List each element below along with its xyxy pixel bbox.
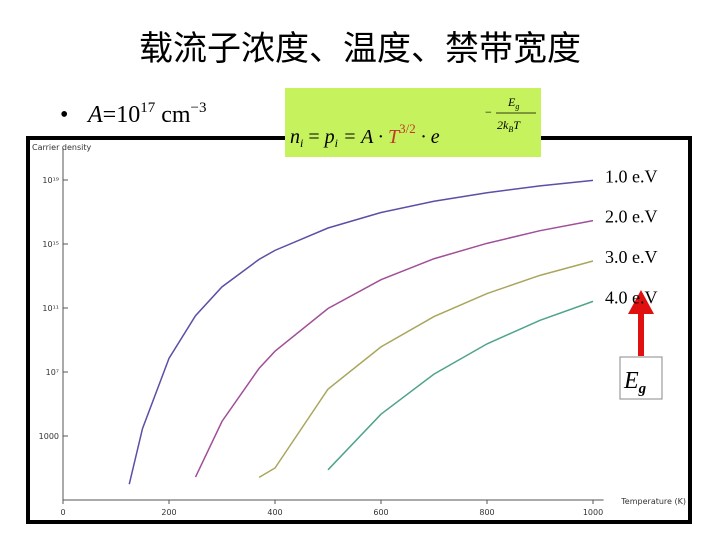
formula: ni = pi = A · T3/2 · e − Eg 2kBT: [285, 88, 541, 157]
eg-arrowhead: [628, 290, 654, 314]
f-den-T: T: [513, 118, 521, 132]
f-eq: = A ·: [338, 126, 388, 148]
f-num-e: E: [507, 95, 516, 109]
f-T-exp: 3/2: [399, 121, 416, 136]
f-n-sub: i: [300, 136, 303, 150]
eg-indicator: Eg: [619, 290, 663, 400]
y-tick-label: 10¹⁵: [42, 240, 59, 249]
f-p-sub: i: [335, 136, 338, 150]
formula-box: [285, 88, 541, 157]
x-tick-label: 400: [267, 508, 282, 517]
series-line: [194, 219, 594, 478]
f-den-2k: 2k: [497, 118, 509, 132]
f-T: T: [388, 126, 401, 148]
y-tick-label: 10⁷: [46, 368, 59, 377]
bullet: • A=1017 cm−3: [60, 100, 207, 128]
eg-symbol: E: [623, 368, 639, 394]
f-num-sub: g: [515, 102, 519, 111]
y-tick-label: 10¹¹: [42, 304, 59, 313]
f-den-sub: B: [508, 125, 513, 134]
y-axis-label: Carrier density: [32, 143, 92, 152]
slide-title: 载流子浓度、温度、禁带宽度: [139, 30, 581, 68]
x-tick-label: 600: [373, 508, 388, 517]
eg-label: Eg: [623, 368, 647, 397]
f-num: Eg: [507, 95, 519, 111]
f-eq: =: [303, 126, 324, 148]
y-tick-label: 1000: [39, 432, 59, 441]
f-n: n: [290, 126, 300, 148]
bullet-dot: •: [60, 102, 68, 128]
bullet-text: A=1017 cm−3: [86, 100, 207, 128]
formula-main: ni = pi = A · T3/2 · e: [290, 121, 440, 150]
f-minus: −: [485, 105, 492, 119]
x-tick-label: 0: [60, 508, 65, 517]
series-line: [258, 260, 594, 479]
legend-label: 2.0 e.V: [605, 207, 658, 227]
legend-label: 4.0 e.V: [605, 287, 658, 307]
bullet-symbol: A: [86, 102, 103, 128]
eg-subscript: g: [638, 381, 647, 397]
plot-frame: [26, 136, 692, 524]
bullet-equals: =10: [103, 102, 141, 128]
f-e: · e: [416, 126, 440, 148]
x-tick-label: 1000: [583, 508, 603, 517]
f-den: 2kBT: [497, 118, 521, 134]
x-tick-label: 800: [479, 508, 494, 517]
series-line: [128, 179, 594, 485]
plot: Carrier density Temperature (K) 0 200 400 600…: [32, 143, 686, 517]
series-line: [327, 300, 594, 471]
y-tick-label: 10¹⁹: [42, 176, 59, 185]
bullet-unit: cm: [155, 102, 191, 128]
f-p: p: [323, 126, 335, 148]
x-tick-label: 200: [161, 508, 176, 517]
legend-label: 1.0 e.V: [605, 166, 658, 186]
bullet-exponent: 17: [140, 100, 156, 116]
x-axis-label: Temperature (K): [620, 497, 686, 506]
legend-label: 3.0 e.V: [605, 247, 658, 267]
bullet-unit-exponent: −3: [191, 100, 207, 116]
eg-box: [619, 356, 663, 400]
